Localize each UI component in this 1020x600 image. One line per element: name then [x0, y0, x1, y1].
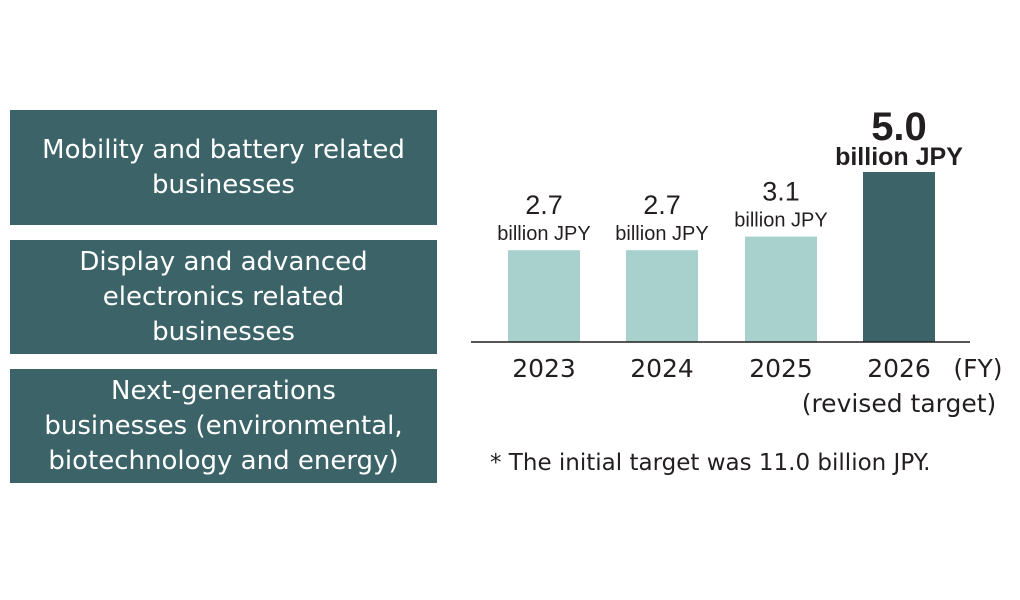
footnote: * The initial target was 11.0 billion JP…	[490, 450, 931, 476]
x-axis-unit-label: (FY)	[953, 354, 1002, 383]
bar-unit-label: billion JPY	[497, 223, 590, 245]
category-label: Mobility and battery related businesses	[42, 134, 405, 200]
bar-value-label: 3.1	[762, 177, 800, 207]
x-tick-label: 2025	[749, 354, 813, 383]
x-tick-label: 2026	[867, 354, 931, 383]
x-tick-label: 2024	[630, 354, 694, 383]
bar-2025	[745, 236, 817, 342]
category-box-next-generation: Next-generations businesses (environment…	[10, 369, 437, 483]
bar-2026	[863, 172, 935, 342]
category-box-display: Display and advanced electronics related…	[10, 240, 437, 354]
x-tick-sublabel: (revised target)	[802, 389, 997, 418]
bar-unit-label: billion JPY	[734, 210, 827, 232]
labels-group: 2.7 billion JPY 2023 2.7 billion JPY 2024 3.1 b…	[497, 105, 996, 418]
bars-group	[508, 172, 935, 342]
bar-unit-label: billion JPY	[835, 143, 963, 171]
bar-2023	[508, 250, 580, 342]
bar-value-label: 5.0	[871, 105, 927, 149]
category-label: Display and advanced electronics related…	[79, 246, 368, 347]
category-label: Next-generations businesses (environment…	[44, 375, 403, 476]
bar-value-label: 2.7	[643, 190, 681, 220]
x-tick-label: 2023	[512, 354, 576, 383]
category-box-mobility: Mobility and battery related businesses	[10, 110, 437, 225]
bar-2024	[626, 250, 698, 342]
bar-value-label: 2.7	[525, 190, 563, 220]
bar-unit-label: billion JPY	[615, 223, 708, 245]
